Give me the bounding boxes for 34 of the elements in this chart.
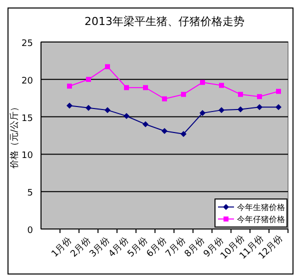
legend-label: 今年生猪价格 bbox=[237, 203, 285, 212]
point bbox=[256, 104, 262, 110]
point bbox=[162, 128, 168, 134]
point bbox=[142, 121, 148, 128]
point bbox=[238, 106, 244, 112]
point bbox=[86, 76, 91, 82]
point bbox=[276, 104, 282, 110]
y-tick-label: 5 bbox=[27, 188, 33, 199]
point bbox=[66, 102, 72, 109]
y-tick-label: 10 bbox=[22, 151, 34, 162]
chart-title: 2013年梁平生猪、仔猪价格走势 bbox=[84, 15, 244, 28]
point bbox=[200, 110, 206, 116]
point bbox=[143, 85, 148, 90]
y-tick-label: 25 bbox=[22, 39, 33, 49]
point bbox=[105, 64, 110, 70]
point bbox=[67, 84, 72, 89]
y-axis-title: 价格（元/公斤） bbox=[9, 102, 20, 170]
point bbox=[219, 82, 224, 88]
point bbox=[104, 107, 110, 114]
y-tick-label: 15 bbox=[22, 114, 33, 124]
y-tick-label: 0 bbox=[27, 226, 34, 236]
point bbox=[276, 88, 281, 94]
point bbox=[238, 92, 243, 97]
point bbox=[124, 113, 130, 120]
point bbox=[86, 104, 92, 111]
point bbox=[180, 131, 186, 138]
point bbox=[162, 96, 167, 102]
legend-label: 今年仔猪价格 bbox=[237, 215, 285, 224]
point bbox=[200, 80, 205, 85]
y-tick-label: 20 bbox=[22, 76, 34, 86]
point bbox=[124, 85, 129, 90]
point bbox=[181, 92, 186, 97]
point bbox=[257, 94, 262, 100]
point bbox=[218, 107, 224, 114]
